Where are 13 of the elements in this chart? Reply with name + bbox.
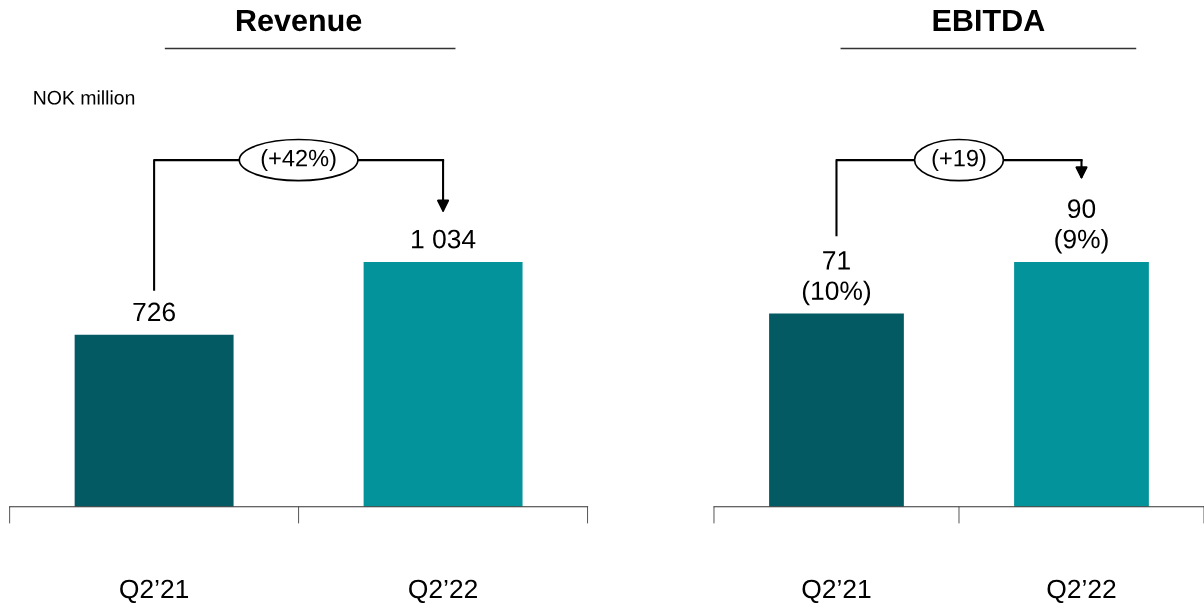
text: (+42%) — [261, 149, 336, 172]
data-label: 1 034 — [412, 229, 476, 249]
data-label: 71 (10%) — [802, 251, 871, 306]
text: (+19) — [932, 149, 986, 172]
y-axis-title: NOK million — [34, 90, 135, 105]
chart-title: Revenue — [236, 9, 362, 32]
data-label: 90 (9%) — [1055, 199, 1108, 254]
x-tick-label: Q2’22 — [409, 579, 477, 604]
data-label: 726 — [133, 302, 175, 322]
x-tick-label: Q2’21 — [120, 579, 189, 604]
x-tick-label: Q2’22 — [1047, 579, 1116, 604]
chart-title: EBITDA — [933, 9, 1045, 31]
x-tick-label: Q2’21 — [802, 579, 871, 604]
